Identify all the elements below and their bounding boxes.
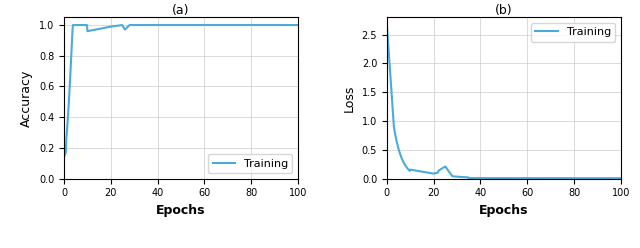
Y-axis label: Accuracy: Accuracy [20,69,33,127]
Legend: Training: Training [531,23,615,42]
Y-axis label: Loss: Loss [343,84,356,112]
X-axis label: Epochs: Epochs [479,204,529,217]
Title: (b): (b) [495,4,513,17]
X-axis label: Epochs: Epochs [156,204,205,217]
Legend: Training: Training [208,154,292,173]
Title: (a): (a) [172,4,189,17]
